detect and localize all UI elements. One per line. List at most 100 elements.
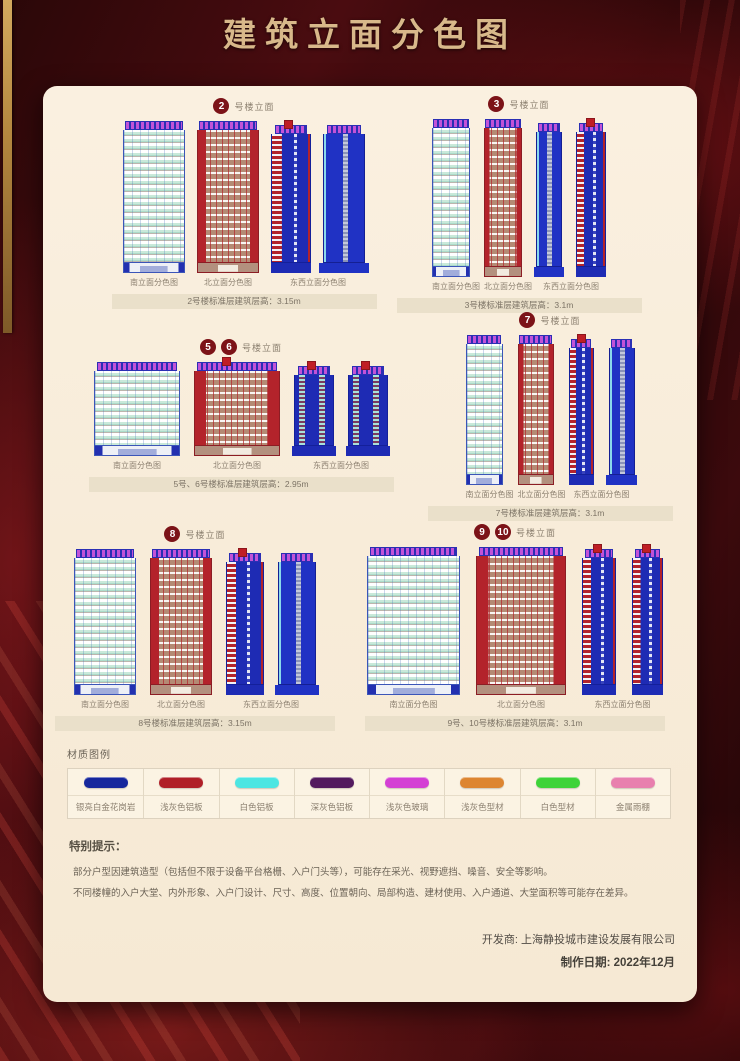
section-header: 5 6 号楼立面 bbox=[76, 339, 406, 355]
notes-title: 特别提示： bbox=[69, 841, 127, 853]
elevation-east-west bbox=[576, 118, 606, 277]
label-north-elevation: 北立面分色图 bbox=[517, 490, 566, 499]
material-color-swatch bbox=[535, 776, 580, 788]
special-notes: 特别提示： 部分户型因建筑造型（包括但不限于设备平台格栅、入户门头等），可能存在… bbox=[69, 838, 671, 904]
elevation-east-west bbox=[292, 361, 336, 456]
legend-table: 银亮白金花岗岩 浅灰色铝板 白色铝板 深灰色铝板 浅灰色玻璃 浅灰色型材 白色型材 金属雨棚 bbox=[67, 768, 671, 819]
label-south-elevation: 南立面分色图 bbox=[113, 461, 161, 470]
floor-height-caption: 2号楼标准层建筑层高：3.15m bbox=[111, 294, 377, 309]
elevation-labels: 南立面分色图 北立面分色图 东西立面分色图 bbox=[45, 699, 345, 710]
material-color-swatch bbox=[309, 776, 354, 788]
elevation-row bbox=[45, 548, 345, 695]
roof-accent bbox=[283, 120, 293, 129]
section-header-suffix: 号楼立面 bbox=[509, 99, 550, 110]
legend-item-label: 浅灰色铝板 bbox=[160, 802, 203, 812]
material-color-swatch bbox=[610, 776, 655, 788]
label-south-elevation: 南立面分色图 bbox=[130, 278, 178, 287]
elevation-labels: 南立面分色图 北立面分色图 东西立面分色图 bbox=[420, 489, 680, 500]
elevation-row bbox=[79, 120, 409, 273]
elevation-south bbox=[465, 335, 503, 485]
section-building-9-10: 9 10 号楼立面 南立面分色图 北立面分色图 东西立面分色图 9号、10号楼标… bbox=[355, 524, 675, 731]
label-eastwest-elevation: 东西立面分色图 bbox=[313, 461, 369, 470]
label-north-elevation: 北立面分色图 bbox=[213, 461, 261, 470]
section-header: 2 号楼立面 bbox=[79, 98, 409, 114]
elevation-labels: 南立面分色图 北立面分色图 东西立面分色图 bbox=[76, 460, 406, 471]
elevation-east-west bbox=[274, 553, 320, 695]
elevation-row bbox=[389, 118, 649, 277]
legend-item: 金属雨棚 bbox=[594, 769, 670, 818]
section-header: 3 号楼立面 bbox=[389, 96, 649, 112]
label-eastwest-elevation: 东西立面分色图 bbox=[243, 700, 299, 709]
notes-line: 不同楼幢的入户大堂、内外形象、入户门设计、尺寸、高度、位置朝向、局部构造、建材使… bbox=[73, 888, 634, 899]
notes-line: 部分户型因建筑造型（包括但不限于设备平台格栅、入户门头等），可能存在采光、视野遮… bbox=[73, 867, 553, 878]
section-building-2: 2 号楼立面 南立面分色图 北立面分色图 东西立面分色图 2号楼标准层建筑层高：… bbox=[79, 98, 409, 309]
legend-item: 白色型材 bbox=[519, 769, 595, 818]
elevation-labels: 南立面分色图 北立面分色图 东西立面分色图 bbox=[79, 277, 409, 288]
legend-item-label: 白色铝板 bbox=[239, 802, 274, 812]
section-header: 7 号楼立面 bbox=[420, 312, 680, 328]
material-color-swatch bbox=[159, 776, 204, 788]
building-number-badge: 2 bbox=[213, 98, 230, 114]
page-title: 建筑立面分色图 bbox=[223, 15, 517, 54]
section-building-5-6: 5 6 号楼立面 南立面分色图 北立面分色图 东西立面分色图 5号、6号楼标准层… bbox=[76, 339, 406, 492]
content-card: 2 号楼立面 南立面分色图 北立面分色图 东西立面分色图 2号楼标准层建筑层高：… bbox=[43, 86, 697, 1002]
legend-title: 材质图例 bbox=[67, 750, 111, 761]
elevation-north bbox=[197, 121, 259, 273]
section-header-suffix: 号楼立面 bbox=[185, 529, 226, 540]
section-building-8: 8 号楼立面 南立面分色图 北立面分色图 东西立面分色图 8号楼标准层建筑层高：… bbox=[45, 526, 345, 731]
label-eastwest-elevation: 东西立面分色图 bbox=[290, 278, 346, 287]
legend-item: 深灰色铝板 bbox=[293, 769, 369, 818]
roof-accent bbox=[576, 334, 586, 343]
legend-item-label: 金属雨棚 bbox=[615, 802, 650, 812]
elevation-east-west bbox=[533, 123, 565, 277]
legend-item-label: 浅灰色型材 bbox=[461, 802, 504, 812]
material-color-swatch bbox=[460, 776, 505, 788]
roof-accent bbox=[585, 118, 595, 127]
roof-accent bbox=[238, 548, 248, 557]
elevation-south bbox=[94, 362, 180, 456]
elevation-north bbox=[194, 357, 280, 456]
section-header-suffix: 号楼立面 bbox=[540, 315, 581, 326]
material-color-swatch bbox=[234, 776, 279, 788]
building-number-badge: 8 bbox=[164, 526, 181, 542]
developer-info: 开发商: 上海静投城市建设发展有限公司 bbox=[481, 934, 675, 946]
elevation-east-west bbox=[568, 334, 594, 485]
elevation-row bbox=[355, 544, 675, 695]
elevation-labels: 南立面分色图 北立面分色图 东西立面分色图 bbox=[355, 699, 675, 710]
label-south-elevation: 南立面分色图 bbox=[389, 700, 438, 709]
roof-accent bbox=[306, 361, 316, 370]
section-header: 9 10 号楼立面 bbox=[355, 524, 675, 540]
elevation-north bbox=[150, 549, 212, 695]
legend-item: 浅灰色型材 bbox=[444, 769, 520, 818]
building-number-badge: 3 bbox=[488, 96, 505, 112]
building-number-badge: 6 bbox=[220, 339, 237, 355]
roof-accent bbox=[221, 357, 231, 366]
elevation-east-west bbox=[226, 548, 264, 695]
floor-height-caption: 9号、10号楼标准层建筑层高：3.1m bbox=[365, 716, 665, 731]
floor-height-caption: 8号楼标准层建筑层高：3.15m bbox=[55, 716, 335, 731]
production-date: 制作日期: 2022年12月 bbox=[560, 957, 675, 969]
section-building-3: 3 号楼立面 南立面分色图 北立面分色图 东西立面分色图 3号楼标准层建筑层高：… bbox=[389, 96, 649, 313]
elevation-east-west bbox=[346, 361, 390, 456]
section-header-suffix: 号楼立面 bbox=[515, 527, 556, 538]
elevation-south bbox=[123, 121, 185, 273]
label-south-elevation: 南立面分色图 bbox=[432, 282, 480, 291]
elevation-north bbox=[517, 335, 554, 485]
elevation-south bbox=[432, 119, 470, 277]
label-north-elevation: 北立面分色图 bbox=[157, 700, 205, 709]
label-eastwest-elevation: 东西立面分色图 bbox=[573, 490, 630, 499]
legend-item-label: 深灰色铝板 bbox=[310, 802, 354, 812]
material-legend: 材质图例 银亮白金花岗岩 浅灰色铝板 白色铝板 深灰色铝板 浅灰色玻璃 浅灰色型材 白色型材… bbox=[67, 746, 671, 819]
legend-item: 白色铝板 bbox=[218, 769, 294, 818]
legend-item-label: 白色型材 bbox=[540, 802, 575, 812]
gold-edge-stripe bbox=[3, 0, 12, 333]
elevation-east-west bbox=[606, 339, 637, 485]
legend-item: 浅灰色玻璃 bbox=[369, 769, 445, 818]
elevation-south bbox=[74, 549, 136, 695]
elevation-labels: 南立面分色图 北立面分色图 东西立面分色图 bbox=[389, 281, 649, 292]
label-south-elevation: 南立面分色图 bbox=[465, 490, 514, 499]
roof-accent bbox=[360, 361, 370, 370]
section-header-suffix: 号楼立面 bbox=[234, 101, 275, 112]
building-number-badge: 9 bbox=[473, 524, 490, 540]
legend-item-label: 银亮白金花岗岩 bbox=[75, 802, 136, 812]
